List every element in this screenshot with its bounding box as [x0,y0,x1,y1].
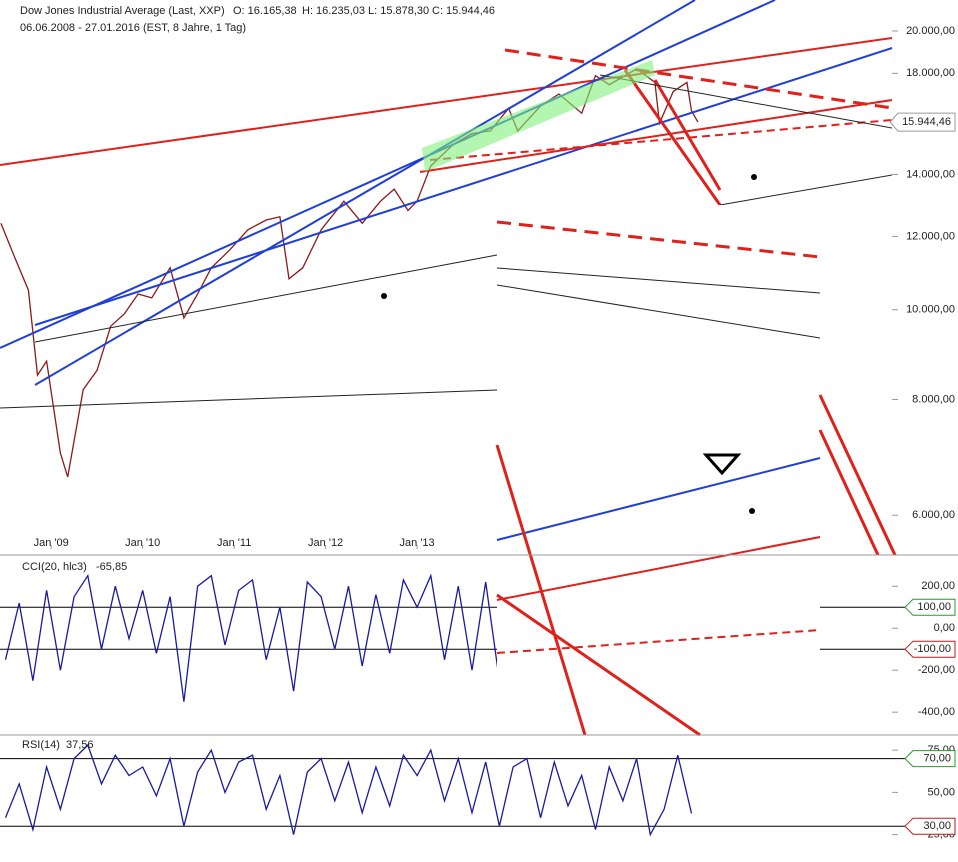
inset-line [496,536,821,601]
inset-line [496,220,821,259]
y-tick-label: 200,00 [921,580,955,592]
indicator-title: CCI(20, hlc3) [22,561,87,573]
trend-line [0,0,776,349]
chart-subtitle: 06.06.2008 - 27.01.2016 (EST, 8 Jahre, 1… [20,22,246,34]
reference-label: 30,00 [923,820,951,832]
indicator-value: 37,56 [66,739,94,751]
trend-line [719,174,893,206]
reference-label: 70,00 [923,752,951,764]
y-tick-label: 18.000,00 [906,67,955,79]
price-line [0,68,699,478]
ohlc-high: H: 16.235,03 [302,5,365,17]
last-value-tag [889,112,956,132]
inset-line [818,394,897,556]
ohlc-close: C: 15.944,46 [432,5,495,17]
arrow-icon [702,453,742,476]
indicator-value: -65,85 [96,561,127,573]
channel [422,60,655,172]
last-value-label: 15.944,46 [902,116,951,128]
inset-line [496,593,701,737]
inset-line [496,284,821,339]
trend-lines [0,0,893,409]
y-tick-label: -400,00 [918,706,955,718]
x-tick-label: Jan '10 [125,537,160,549]
reference-tag [904,640,956,658]
trend-line [419,99,893,173]
reference-tag [904,598,956,616]
reference-label: 100,00 [917,601,951,613]
x-tick-label: Jan '13 [400,537,435,549]
inset-line [496,267,821,294]
y-tick-label: 20.000,00 [906,25,955,37]
chart-title: Dow Jones Industrial Average (Last, XXP) [20,5,225,17]
data-layer: 6.000,00 8.000,00 10.000,00 12.000,00 14.000… [0,25,956,841]
y-tick-label: 50,00 [927,786,955,798]
price-line [4,743,693,837]
trend-line [0,389,498,409]
y-tick-label: 12.000,00 [906,230,955,242]
ohlc-low: L: 15.878,30 [368,5,429,17]
trend-line [34,47,893,326]
inset-line [495,444,587,736]
inset [381,174,897,737]
reference-tag [904,750,956,768]
dot [751,174,757,180]
dot [381,293,387,299]
trend-line [653,79,722,191]
indicator-title: RSI(14) [22,739,60,751]
y-tick-label: 8.000,00 [912,393,955,405]
dot [749,508,755,514]
y-tick-label: 14.000,00 [906,168,955,180]
y-tick-label: 0,00 [934,622,955,634]
trend-line [0,37,893,166]
trend-line [623,69,722,206]
y-tick-label: 6.000,00 [912,509,955,521]
trend-line [599,74,893,129]
reference-tag [904,817,956,835]
x-tick-label: Jan '12 [308,537,343,549]
y-tick-label: 10.000,00 [906,304,955,316]
x-tick-label: Jan '11 [217,537,251,549]
reference-label: -100,00 [914,643,951,655]
inset-line [496,457,821,541]
x-tick-label: Jan '09 [34,537,69,549]
y-tick-label: -200,00 [918,664,955,676]
inset-line [818,429,880,556]
ohlc-open: O: 16.165,38 [233,5,297,17]
trend-line [34,254,498,343]
inset-line [496,629,821,654]
